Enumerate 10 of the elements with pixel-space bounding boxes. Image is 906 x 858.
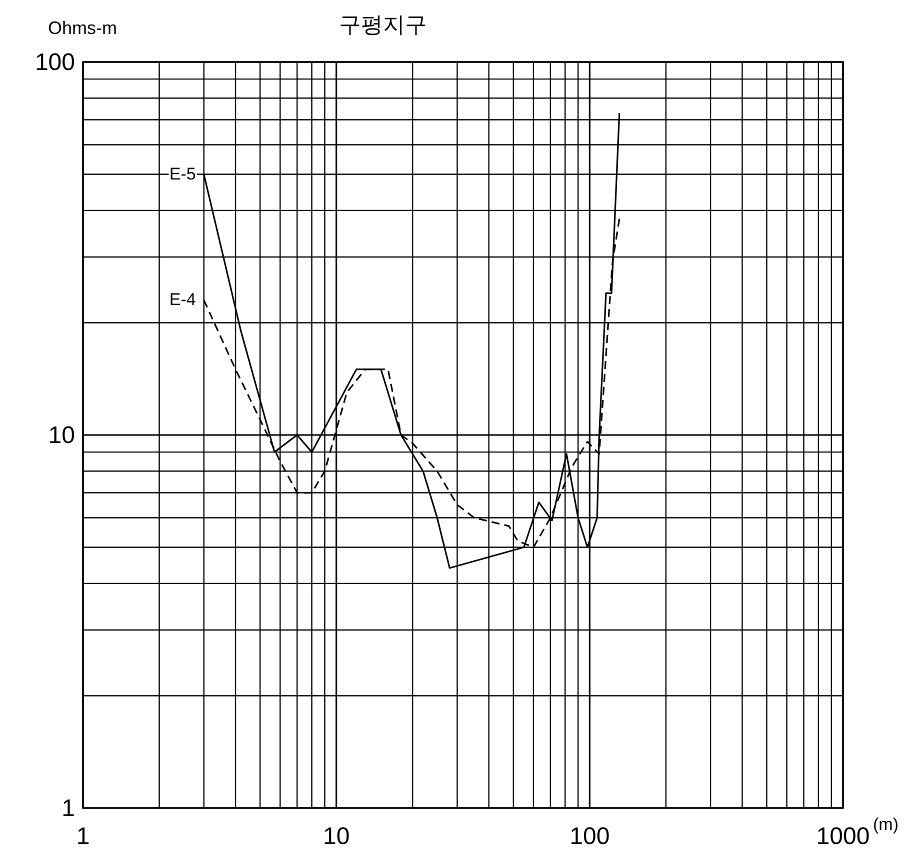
- y-axis-title: Ohms-m: [48, 18, 117, 38]
- y-tick-label: 1: [62, 795, 75, 822]
- x-tick-label: 10: [322, 823, 350, 850]
- chart-title: 구평지구: [339, 13, 427, 38]
- y-tick-label: 10: [48, 422, 75, 449]
- series-label: E-4: [169, 290, 196, 310]
- x-tick-label: 1000: [816, 823, 870, 850]
- x-tick-label: 100: [570, 823, 610, 850]
- y-tick-label: 100: [34, 49, 75, 76]
- x-axis-title: (m): [873, 815, 898, 834]
